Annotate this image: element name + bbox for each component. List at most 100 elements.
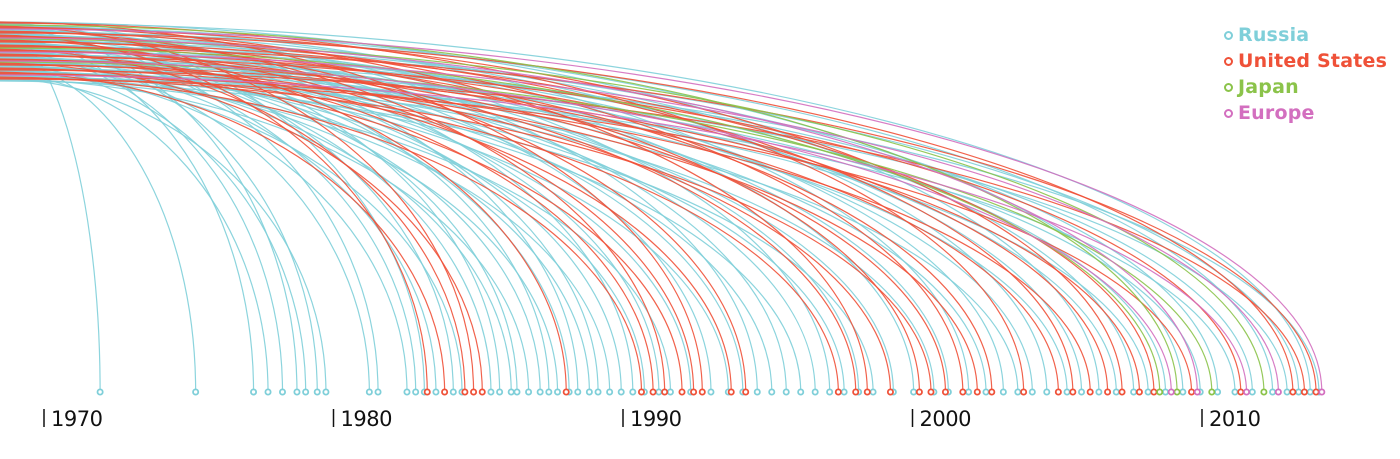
launch-dot-russia: [585, 388, 593, 396]
launch-dot-russia: [365, 388, 373, 396]
launch-dot-united-states: [1104, 388, 1112, 396]
launch-dot-united-states: [1054, 388, 1062, 396]
launch-dot-united-states: [637, 388, 645, 396]
launch-dot-russia: [1248, 388, 1256, 396]
arc-united-states: [0, 50, 1109, 393]
launch-dot-russia: [910, 388, 918, 396]
arc-europe: [0, 37, 1198, 393]
arc-japan: [0, 61, 1213, 393]
launch-dots-group: [96, 388, 1326, 396]
arc-united-states: [0, 63, 892, 393]
arc-russia: [0, 74, 611, 393]
launch-dot-russia: [507, 388, 515, 396]
launch-dot-united-states: [470, 388, 478, 396]
arc-russia: [0, 39, 1004, 393]
arc-united-states: [0, 46, 1317, 393]
arc-russia: [0, 52, 816, 393]
launch-dot-united-states: [742, 388, 750, 396]
arc-united-states: [0, 64, 1141, 393]
arc-united-states: [0, 21, 703, 393]
launch-dot-russia: [617, 388, 625, 396]
launch-dot-russia: [525, 388, 533, 396]
launch-dot-russia: [1028, 388, 1036, 396]
launch-dot-russia: [666, 388, 674, 396]
x-tick-label-1980: 1980: [341, 407, 392, 431]
arc-russia: [0, 29, 831, 393]
launch-dot-japan: [1156, 388, 1164, 396]
launch-dot-russia: [826, 388, 834, 396]
arc-russia: [0, 80, 874, 393]
launch-dot-russia: [594, 388, 602, 396]
legend-label: Japan: [1238, 76, 1299, 98]
launch-dot-russia: [797, 388, 805, 396]
launch-dot-europe: [1318, 388, 1326, 396]
arc-russia: [0, 40, 1219, 393]
launch-dot-united-states: [1118, 388, 1126, 396]
launch-dot-russia: [1043, 388, 1051, 396]
legend-marker-icon: [1224, 108, 1233, 118]
launch-dot-russia: [1231, 388, 1239, 396]
launch-dot-russia: [1179, 388, 1187, 396]
launch-dot-russia: [782, 388, 790, 396]
arc-russia: [0, 66, 845, 393]
launch-dot-united-states: [441, 388, 449, 396]
x-tick-label-2010: 2010: [1209, 407, 1260, 431]
arc-russia: [0, 72, 269, 393]
launch-dot-united-states: [941, 388, 949, 396]
legend-item-united-states: United States: [1224, 48, 1387, 74]
launch-dot-russia: [768, 388, 776, 396]
launch-dot-russia: [574, 388, 582, 396]
launch-dot-united-states: [915, 388, 923, 396]
launch-dot-russia: [536, 388, 544, 396]
launch-dot-russia: [811, 388, 819, 396]
launch-dot-russia: [264, 388, 272, 396]
launch-dot-united-states: [927, 388, 935, 396]
launch-dot-russia: [655, 388, 663, 396]
launch-dot-united-states: [649, 388, 657, 396]
arc-russia: [0, 76, 1019, 393]
legend-label: Russia: [1238, 24, 1310, 46]
legend-marker-icon: [1224, 56, 1233, 66]
launch-dot-united-states: [562, 388, 570, 396]
arc-united-states: [0, 54, 947, 393]
launch-dot-russia: [278, 388, 286, 396]
launch-dot-russia: [840, 388, 848, 396]
launch-dot-russia: [965, 388, 973, 396]
arc-russia: [0, 68, 408, 393]
launch-dot-united-states: [973, 388, 981, 396]
arc-russia: [0, 53, 1033, 393]
launch-dot-russia: [1014, 388, 1022, 396]
arc-united-states: [0, 77, 932, 393]
launch-dot-japan: [1208, 388, 1216, 396]
launch-dot-united-states: [852, 388, 860, 396]
launch-dot-russia: [313, 388, 321, 396]
arc-russia: [0, 59, 437, 393]
launch-dot-russia: [322, 388, 330, 396]
arc-russia: [0, 43, 860, 393]
launch-dot-russia: [545, 388, 553, 396]
launch-dot-united-states: [1135, 388, 1143, 396]
launch-dot-russia: [192, 388, 200, 396]
launch-dot-europe: [1193, 388, 1201, 396]
launch-dot-russia: [554, 388, 562, 396]
arc-russia: [0, 45, 1300, 393]
arc-europe: [0, 51, 1279, 393]
launch-dot-united-states: [678, 388, 686, 396]
launch-dot-russia: [250, 388, 258, 396]
arc-united-states: [0, 22, 1025, 393]
launch-dot-russia: [869, 388, 877, 396]
launch-dot-united-states: [727, 388, 735, 396]
launch-dot-united-states: [461, 388, 469, 396]
legend-label: Europe: [1238, 102, 1315, 124]
arc-united-states: [0, 76, 643, 393]
launch-dot-united-states: [1150, 388, 1158, 396]
launch-dot-united-states: [1069, 388, 1077, 396]
launch-dot-russia: [1214, 388, 1222, 396]
arcs-group: [0, 21, 1323, 393]
launch-dot-russia: [1130, 388, 1138, 396]
arc-united-states: [0, 73, 1091, 393]
launch-dot-united-states: [690, 388, 698, 396]
launch-dot-united-states: [1312, 388, 1320, 396]
launch-dot-russia: [606, 388, 614, 396]
arc-united-states: [0, 69, 1306, 393]
